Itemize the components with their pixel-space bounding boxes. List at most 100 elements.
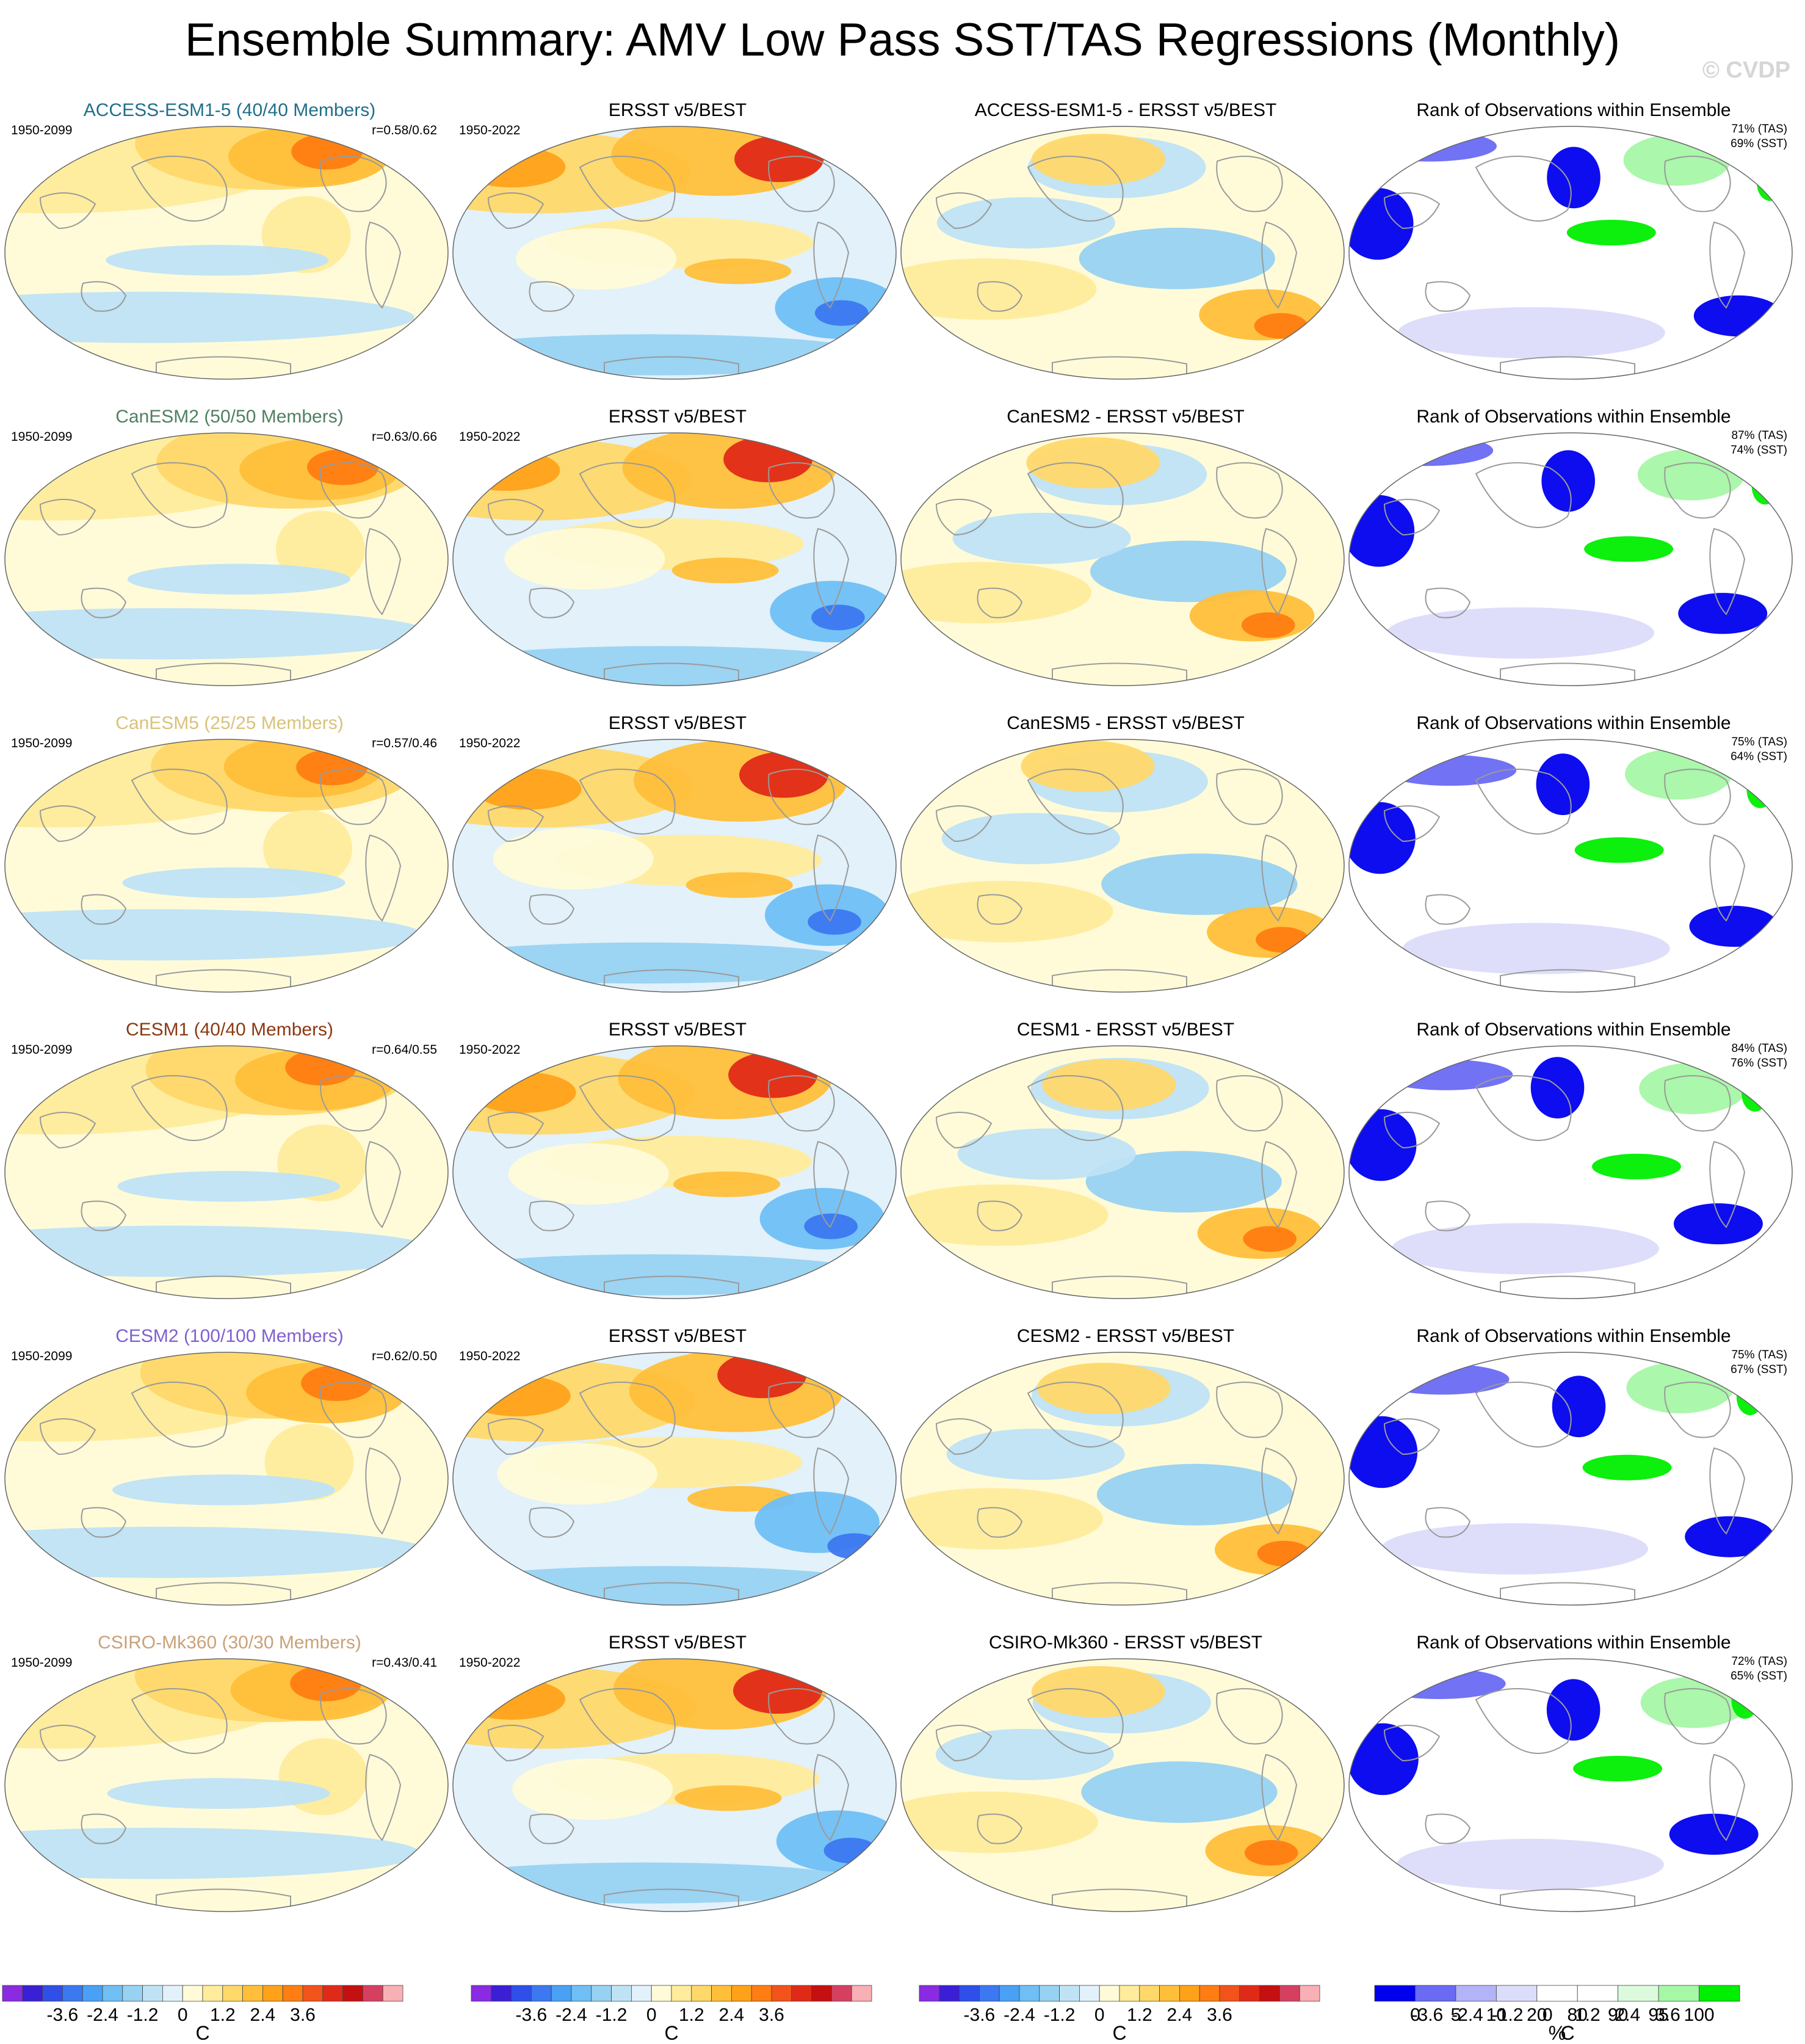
colorbar-swatch bbox=[1139, 1985, 1160, 2002]
colorbar-swatch bbox=[919, 1985, 940, 2002]
model-panel-title: CSIRO-Mk360 (30/30 Members) bbox=[98, 1633, 361, 1653]
obs-map bbox=[452, 1352, 897, 1606]
rank-tas: 71% (TAS) bbox=[1731, 123, 1787, 136]
rank-tas: 72% (TAS) bbox=[1731, 1655, 1787, 1668]
colorbar-swatch bbox=[342, 1985, 363, 2002]
colorbar-swatch bbox=[611, 1985, 632, 2002]
rank-sst: 74% (SST) bbox=[1731, 444, 1787, 457]
diff-map bbox=[900, 1045, 1345, 1299]
colorbar-swatch bbox=[42, 1985, 63, 2002]
obs-map bbox=[452, 1658, 897, 1912]
model-map bbox=[4, 739, 449, 993]
colorbar-swatch bbox=[282, 1985, 303, 2002]
colorbar-swatch bbox=[571, 1985, 592, 2002]
pattern-correlation: r=0.62/0.50 bbox=[372, 1349, 437, 1363]
model-period: 1950-2099 bbox=[11, 123, 73, 137]
colorbar-swatch bbox=[999, 1985, 1020, 2002]
model-panel-title: CESM1 (40/40 Members) bbox=[125, 1020, 334, 1040]
colorbar-swatch bbox=[1119, 1985, 1140, 2002]
colorbar-swatch bbox=[242, 1985, 263, 2002]
colorbar-swatch bbox=[1179, 1985, 1200, 2002]
colorbar-tick-label: -2.4 bbox=[555, 2005, 587, 2025]
colorbar-swatch bbox=[302, 1985, 324, 2002]
colorbar-swatch bbox=[222, 1985, 243, 2002]
colorbar-swatch bbox=[182, 1985, 203, 2002]
pattern-correlation: r=0.43/0.41 bbox=[372, 1656, 437, 1670]
colorbar-swatch bbox=[811, 1985, 832, 2002]
obs-panel-title: ERSST v5/BEST bbox=[608, 1326, 747, 1346]
colorbar-swatch bbox=[1415, 1985, 1456, 2002]
model-period: 1950-2099 bbox=[11, 736, 73, 750]
colorbar-swatch bbox=[1299, 1985, 1320, 2002]
diff-panel-title: CESM1 - ERSST v5/BEST bbox=[1016, 1020, 1235, 1040]
rank-sst: 76% (SST) bbox=[1731, 1057, 1787, 1070]
obs-panel-title: ERSST v5/BEST bbox=[608, 407, 747, 427]
model-panel-title: ACCESS-ESM1-5 (40/40 Members) bbox=[83, 100, 376, 120]
figure-title: Ensemble Summary: AMV Low Pass SST/TAS R… bbox=[184, 14, 1621, 66]
colorbar-tick-label: 2.4 bbox=[250, 2005, 276, 2025]
rank-panel-title: Rank of Observations within Ensemble bbox=[1416, 713, 1731, 733]
colorbar-swatch bbox=[1039, 1985, 1060, 2002]
colorbar-swatch bbox=[651, 1985, 672, 2002]
colorbar-unit: C bbox=[1112, 2022, 1127, 2044]
diff-panel-title: CanESM5 - ERSST v5/BEST bbox=[1007, 713, 1245, 733]
obs-period: 1950-2022 bbox=[459, 1349, 521, 1363]
rank-panel-title: Rank of Observations within Ensemble bbox=[1416, 1020, 1731, 1040]
model-map bbox=[4, 432, 449, 686]
colorbar-tick-label: 0 bbox=[1094, 2005, 1105, 2025]
colorbar-tick-label: 2.4 bbox=[718, 2005, 745, 2025]
colorbar-swatch bbox=[491, 1985, 512, 2002]
colorbar-unit: C bbox=[195, 2022, 210, 2044]
colorbar-swatch bbox=[1219, 1985, 1240, 2002]
pattern-correlation: r=0.64/0.55 bbox=[372, 1043, 437, 1057]
obs-period: 1950-2022 bbox=[459, 736, 521, 750]
colorbar-tick-label: 0 bbox=[1410, 2005, 1420, 2025]
colorbar-swatch bbox=[771, 1985, 792, 2002]
colorbar-swatch bbox=[1019, 1985, 1040, 2002]
colorbar-swatch bbox=[102, 1985, 123, 2002]
model-map bbox=[4, 126, 449, 380]
obs-panel-title: ERSST v5/BEST bbox=[608, 1020, 747, 1040]
colorbar-tick-label: 10 bbox=[1486, 2005, 1507, 2025]
rank-sst: 67% (SST) bbox=[1731, 1363, 1787, 1376]
colorbar-swatch bbox=[551, 1985, 572, 2002]
colorbar-swatch bbox=[82, 1985, 103, 2002]
colorbar-swatch bbox=[731, 1985, 752, 2002]
colorbar-swatch bbox=[711, 1985, 732, 2002]
diff-map bbox=[900, 739, 1345, 993]
colorbar-swatch bbox=[979, 1985, 1000, 2002]
colorbar-swatch bbox=[1455, 1985, 1497, 2002]
colorbar-swatch bbox=[1059, 1985, 1080, 2002]
colorbar-tick-label: 2.4 bbox=[1167, 2005, 1193, 2025]
obs-map bbox=[452, 1045, 897, 1299]
colorbar-tick-label: -3.6 bbox=[515, 2005, 548, 2025]
diff-panel-title: CESM2 - ERSST v5/BEST bbox=[1016, 1326, 1235, 1346]
temp-colorbar-0 bbox=[2, 1985, 403, 2002]
colorbar-swatch bbox=[1099, 1985, 1120, 2002]
rank-tas: 84% (TAS) bbox=[1731, 1042, 1787, 1055]
rank-tas: 75% (TAS) bbox=[1731, 736, 1787, 748]
obs-panel-title: ERSST v5/BEST bbox=[608, 713, 747, 733]
colorbar-swatch bbox=[1374, 1985, 1416, 2002]
colorbar-swatch bbox=[1658, 1985, 1699, 2002]
colorbar-swatch bbox=[791, 1985, 812, 2002]
obs-panel-title: ERSST v5/BEST bbox=[608, 1633, 747, 1653]
colorbar-tick-label: 90 bbox=[1607, 2005, 1629, 2025]
colorbar-swatch bbox=[22, 1985, 43, 2002]
diff-map bbox=[900, 1352, 1345, 1606]
model-panel-title: CESM2 (100/100 Members) bbox=[115, 1326, 344, 1346]
model-period: 1950-2099 bbox=[11, 1043, 73, 1057]
colorbar-swatch bbox=[591, 1985, 612, 2002]
pattern-correlation: r=0.57/0.46 bbox=[372, 736, 437, 750]
obs-period: 1950-2022 bbox=[459, 430, 521, 444]
colorbar-swatch bbox=[671, 1985, 692, 2002]
cvdp-watermark: © CVDP bbox=[1702, 57, 1790, 83]
rank-panel-title: Rank of Observations within Ensemble bbox=[1416, 1326, 1731, 1346]
colorbar-swatch bbox=[1577, 1985, 1619, 2002]
colorbar-swatch bbox=[751, 1985, 772, 2002]
rank-map bbox=[1348, 739, 1793, 993]
rank-map bbox=[1348, 432, 1793, 686]
rank-map bbox=[1348, 1352, 1793, 1606]
colorbar-swatch bbox=[382, 1985, 403, 2002]
colorbar-swatch bbox=[142, 1985, 163, 2002]
